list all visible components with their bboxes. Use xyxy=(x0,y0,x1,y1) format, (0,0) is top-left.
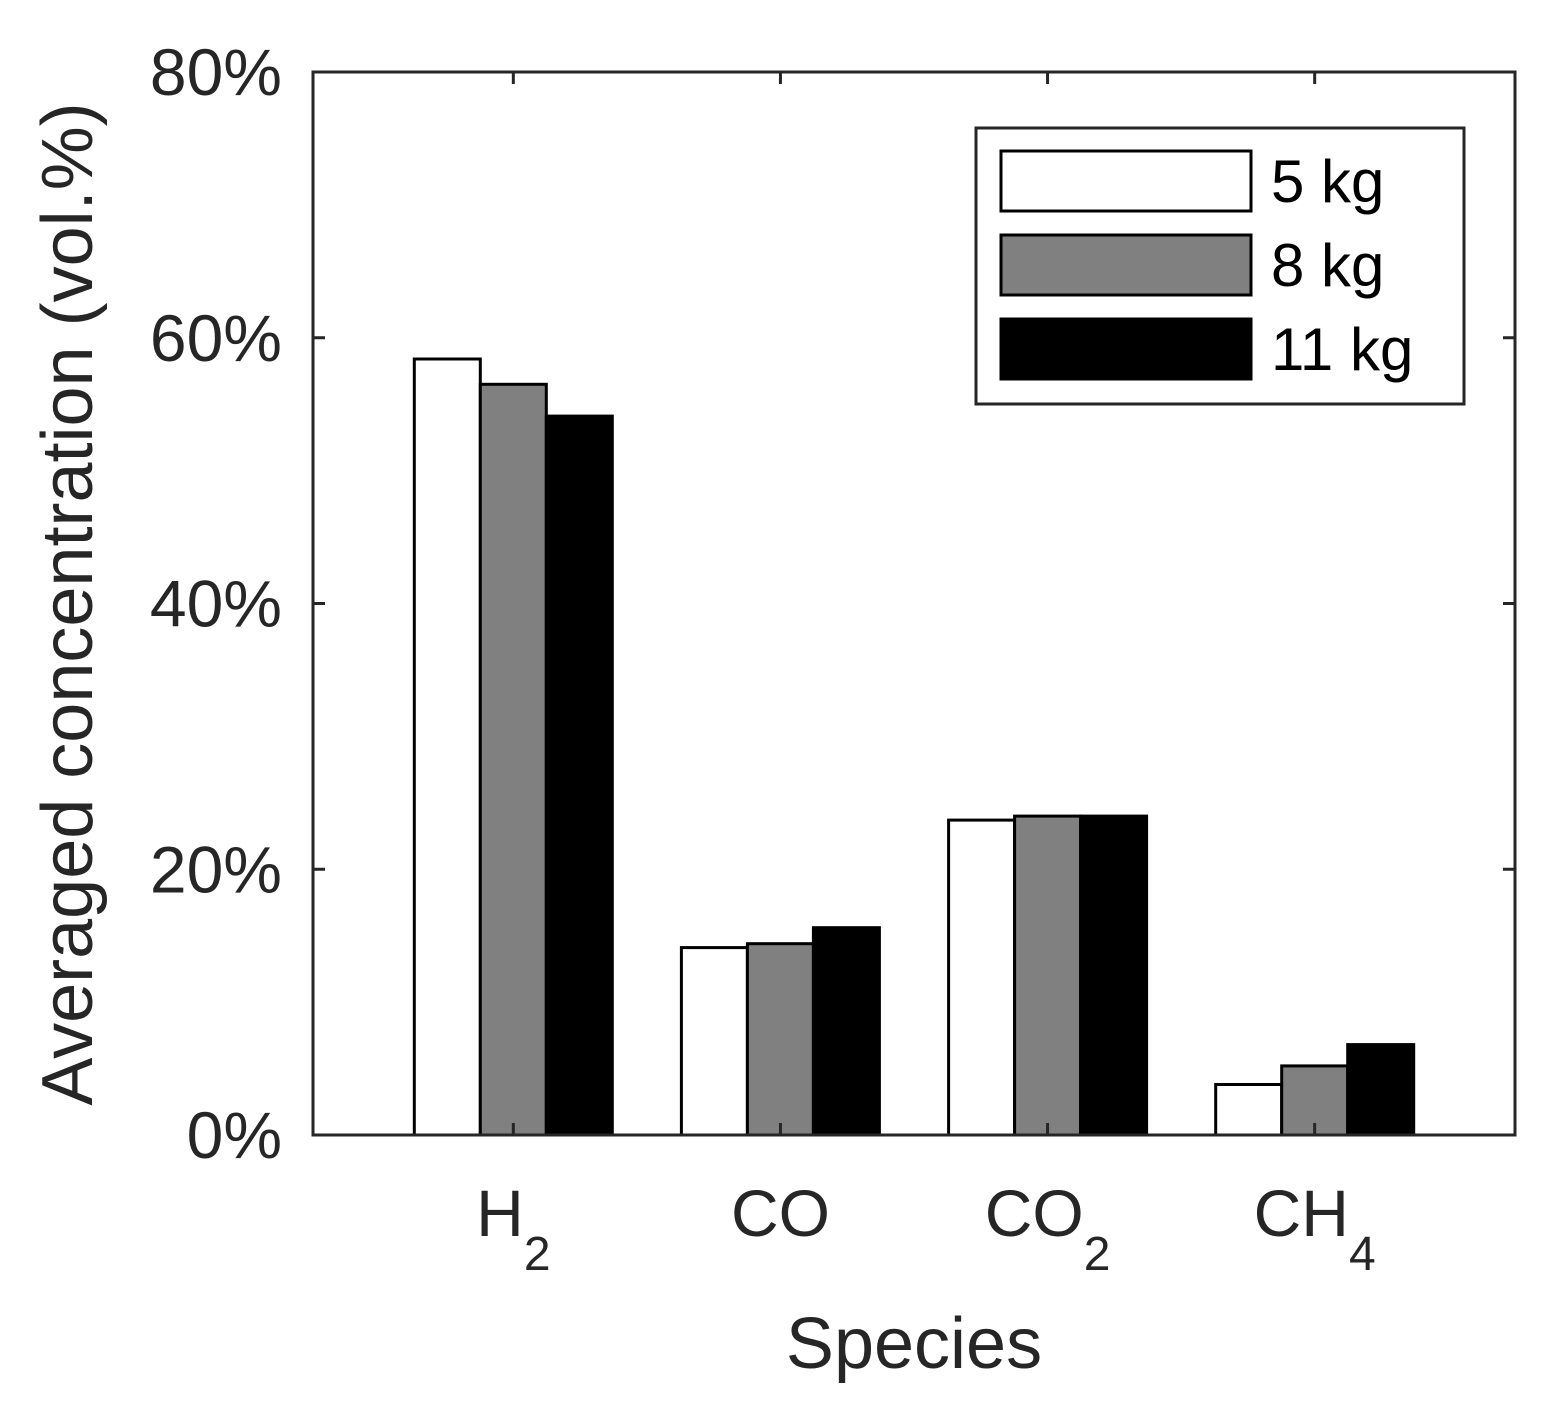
bar-8kg-1 xyxy=(478,382,548,1137)
bar-11kg-2 xyxy=(811,926,881,1137)
x-tick-label: CH4 xyxy=(1254,1176,1376,1281)
legend: 5 kg 8 kg 11 kg xyxy=(974,126,1466,406)
bars-group xyxy=(412,357,1416,1137)
legend-swatch xyxy=(999,317,1253,381)
bar-5kg-4 xyxy=(1214,1083,1284,1137)
legend-swatch xyxy=(999,233,1253,297)
x-axis-title: Species xyxy=(786,1304,1042,1384)
legend-label: 11 kg xyxy=(1271,316,1413,383)
bar-5kg-1 xyxy=(412,357,482,1137)
x-tick-label: H2 xyxy=(476,1176,550,1281)
legend-items: 5 kg 8 kg 11 kg xyxy=(999,148,1413,383)
bar-11kg-1 xyxy=(544,414,614,1137)
bar-11kg-4 xyxy=(1346,1043,1416,1137)
bar-5kg-2 xyxy=(679,946,749,1137)
tick-marks xyxy=(313,70,1515,1137)
bar-8kg-2 xyxy=(745,942,815,1137)
y-tick-label: 20% xyxy=(150,832,282,906)
x-tick-label: CO2 xyxy=(985,1176,1111,1281)
bar-8kg-3 xyxy=(1013,814,1083,1137)
legend-swatch xyxy=(999,149,1253,213)
y-tick-label: 60% xyxy=(150,301,282,375)
y-axis-title: Averaged concentration (vol.%) xyxy=(28,102,108,1105)
y-tick-label: 0% xyxy=(187,1098,282,1172)
y-tick-labels: 0% 20% 40% 60% 80% xyxy=(150,35,282,1172)
x-tick-label: CO xyxy=(731,1176,830,1250)
y-tick-label: 40% xyxy=(150,567,282,641)
legend-label: 8 kg xyxy=(1271,232,1384,299)
legend-label: 5 kg xyxy=(1271,148,1384,215)
bar-11kg-3 xyxy=(1079,814,1149,1137)
bar-5kg-3 xyxy=(947,818,1017,1137)
x-tick-labels: H2 CO CO2 CH4 xyxy=(476,1176,1376,1281)
y-tick-label: 80% xyxy=(150,35,282,109)
